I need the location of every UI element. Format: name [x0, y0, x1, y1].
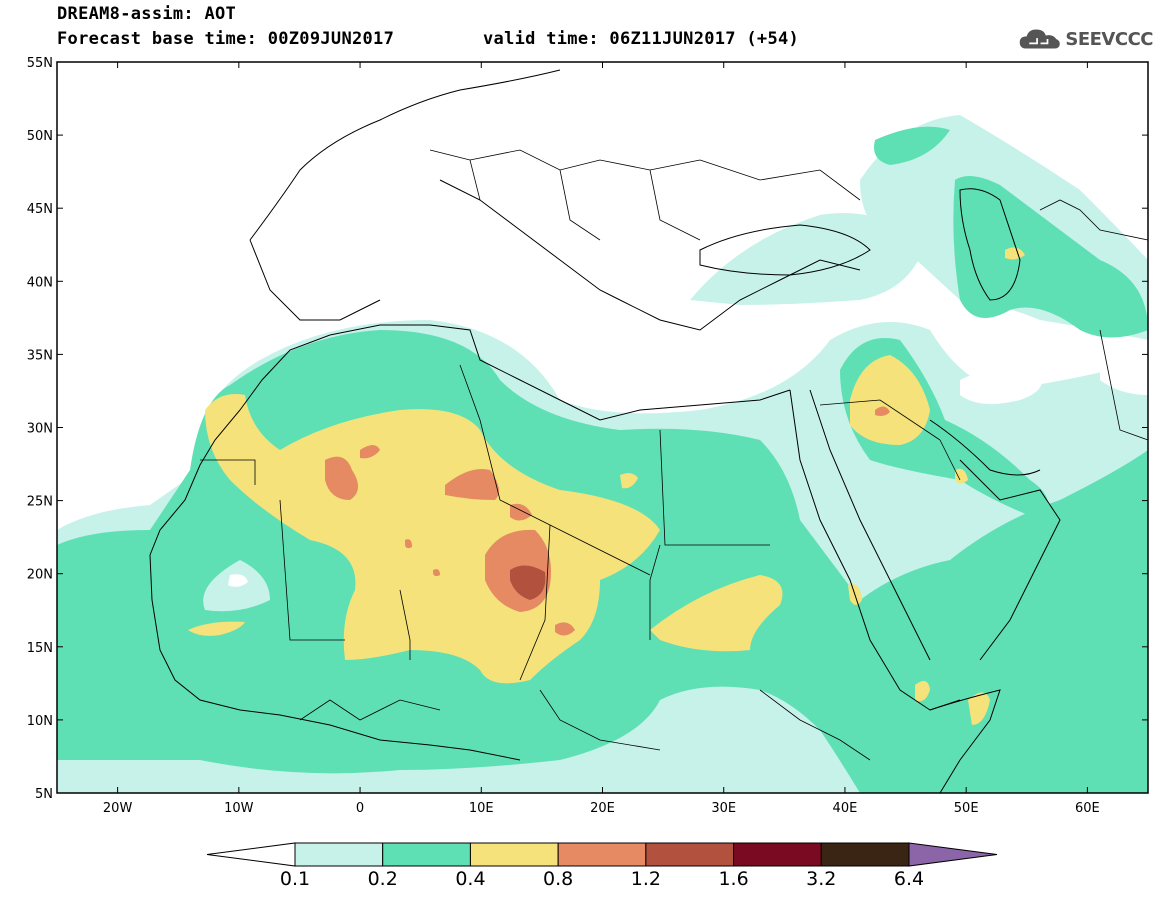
lat-label: 40N	[27, 275, 53, 290]
lat-label: 30N	[27, 422, 53, 437]
legend-swatch	[820, 842, 910, 867]
lat-label: 50N	[27, 129, 53, 144]
aot-level-0-4	[188, 247, 1025, 725]
legend-swatch	[382, 842, 471, 867]
legend-swatch	[469, 842, 559, 867]
lon-label: 30E	[711, 801, 736, 816]
lon-label: 20W	[103, 801, 133, 816]
legend-under-triangle	[206, 842, 296, 867]
lat-label: 15N	[27, 641, 53, 656]
longitude-axis: 20W 10W 0 10E 20E 30E 40E 50E 60E	[103, 62, 1100, 816]
legend-over-triangle	[908, 842, 998, 867]
logo-text: SEEVCCC	[1065, 28, 1153, 50]
lon-label: 60E	[1075, 801, 1100, 816]
legend-threshold-label: 0.8	[543, 868, 574, 890]
country-borders	[200, 149, 1148, 761]
legend-threshold-label: 6.4	[893, 868, 925, 890]
legend-threshold-label: 0.1	[279, 868, 311, 890]
legend-threshold-label: 0.4	[455, 868, 486, 890]
lon-label: 10E	[469, 801, 494, 816]
lat-label: 25N	[27, 495, 53, 510]
legend-threshold-label: 3.2	[806, 868, 837, 890]
lat-label: 10N	[27, 714, 53, 729]
legend-threshold-label: 0.2	[367, 868, 398, 890]
lat-label: 20N	[27, 568, 53, 583]
map-title: DREAM8-assim: AOT	[57, 4, 237, 24]
latitude-axis: 55N 50N 45N 40N 35N 30N 25N 20N 15N 10N 5N	[27, 56, 1148, 802]
legend-swatch	[557, 842, 647, 867]
lat-label: 55N	[27, 56, 53, 71]
coastlines	[149, 69, 1061, 793]
legend-swatch	[294, 842, 384, 867]
forecast-base-time: Forecast base time: 00Z09JUN2017	[57, 29, 395, 49]
lon-label: 40E	[833, 801, 858, 816]
lon-label: 50E	[954, 801, 979, 816]
seevccc-logo: SEEVCCC	[1018, 22, 1153, 56]
lat-label: 45N	[27, 202, 53, 217]
aot-holes	[228, 357, 1148, 587]
legend-threshold-label: 1.6	[718, 868, 749, 890]
lon-label: 20E	[590, 801, 615, 816]
lon-label: 10W	[224, 801, 254, 816]
legend-threshold-label: 1.2	[630, 868, 661, 890]
cloud-icon	[1019, 29, 1060, 49]
lon-label: 0	[356, 801, 364, 816]
legend-swatch	[645, 842, 735, 867]
lat-label: 5N	[35, 787, 53, 802]
lat-label: 35N	[27, 348, 53, 363]
aot-level-1-2	[510, 565, 546, 600]
legend-swatch	[733, 842, 822, 867]
valid-time: valid time: 06Z11JUN2017 (+54)	[483, 29, 800, 49]
